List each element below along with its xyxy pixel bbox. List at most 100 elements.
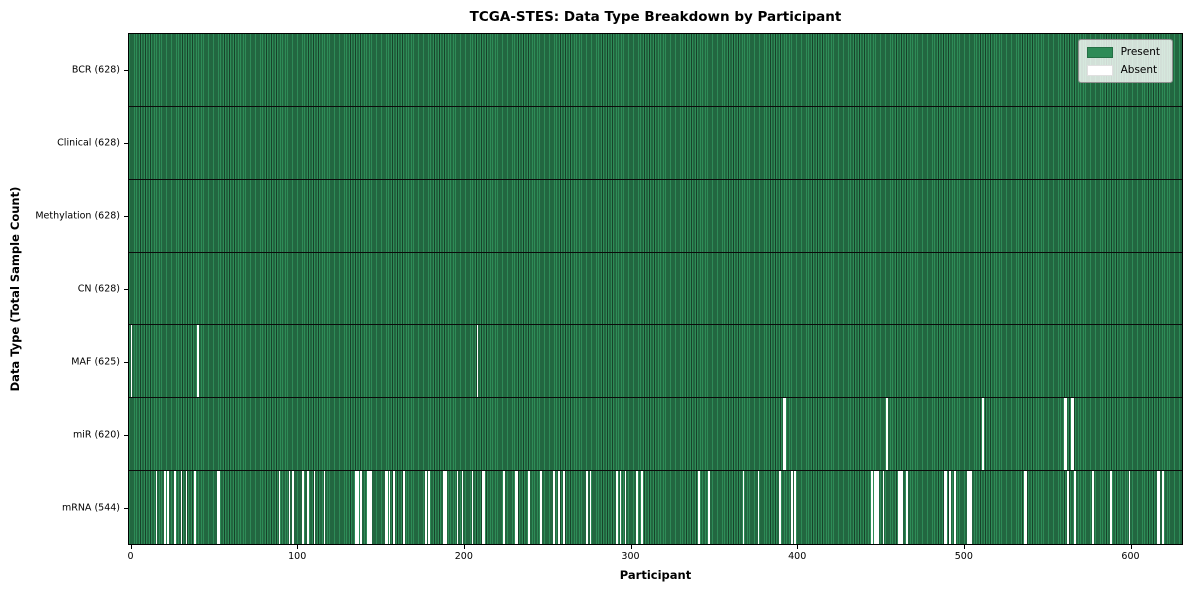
absent-stripe <box>897 471 900 544</box>
absent-stripe <box>967 471 970 544</box>
plot-area: Present Absent <box>128 33 1183 545</box>
absent-stripe <box>779 471 782 544</box>
absent-stripe <box>278 471 281 544</box>
absent-stripe <box>624 471 627 544</box>
absent-stripe <box>180 471 183 544</box>
absent-stripe <box>794 471 797 544</box>
x-tick-label: 400 <box>788 551 807 562</box>
y-tick-mark <box>124 435 128 437</box>
absent-stripe <box>641 471 644 544</box>
absent-stripe <box>167 471 169 544</box>
absent-stripe <box>461 471 464 544</box>
legend-swatch-present <box>1086 46 1113 58</box>
absent-stripe <box>944 471 946 544</box>
absent-stripe <box>217 471 219 544</box>
absent-stripe <box>586 471 589 544</box>
absent-stripe <box>292 471 294 544</box>
absent-stripe <box>356 471 359 544</box>
absent-stripe <box>528 471 530 544</box>
absent-stripe <box>877 471 880 544</box>
absent-stripe <box>882 471 885 544</box>
absent-stripe <box>445 471 447 544</box>
x-tick-mark <box>963 545 965 549</box>
legend-label-absent: Absent <box>1120 64 1158 76</box>
y-tick-label-BCR: BCR (628) <box>71 64 120 76</box>
absent-stripe <box>197 325 199 398</box>
absent-stripe <box>874 471 876 544</box>
legend: Present Absent <box>1077 39 1173 83</box>
chart-title: TCGA-STES: Data Type Breakdown by Partic… <box>469 9 842 25</box>
absent-stripe <box>503 471 505 544</box>
absent-stripe <box>130 325 133 398</box>
absent-stripe <box>1092 471 1094 544</box>
absent-stripe <box>403 471 406 544</box>
legend-item-absent: Absent <box>1086 64 1160 76</box>
absent-stripe <box>481 471 484 544</box>
x-axis-ticks: 0 100 200 300 400 500 600 <box>127 545 1183 571</box>
y-axis-ticks: BCR (628) Clinical (628) Methylation (628)… <box>0 33 128 545</box>
absent-stripe <box>1158 471 1161 544</box>
legend-label-present: Present <box>1120 46 1160 58</box>
absent-stripe <box>368 471 371 544</box>
y-tick-label-mRNA: mRNA (544) <box>61 502 120 514</box>
absent-stripe <box>386 471 389 544</box>
absent-stripe <box>1128 471 1131 544</box>
absent-stripe <box>185 471 188 544</box>
y-tick-label-CN: CN (628) <box>77 283 120 295</box>
x-axis-label: Participant <box>619 568 692 582</box>
absent-stripe <box>636 471 639 544</box>
y-tick-label-Clinical: Clinical (628) <box>57 137 120 149</box>
y-tick-mark <box>124 508 128 510</box>
absent-stripe <box>355 471 357 544</box>
absent-stripe <box>742 471 745 544</box>
x-tick-mark <box>130 545 132 549</box>
absent-stripe <box>471 471 474 544</box>
absent-stripe <box>954 471 956 544</box>
absent-stripe <box>982 398 985 471</box>
absent-stripe <box>313 471 316 544</box>
absent-stripe <box>323 471 326 544</box>
absent-stripe <box>483 471 485 544</box>
absent-stripe <box>1110 471 1113 544</box>
absent-stripe <box>553 471 555 544</box>
absent-stripe <box>563 471 565 544</box>
absent-stripe <box>589 471 592 544</box>
absent-stripe <box>619 471 622 544</box>
legend-swatch-absent <box>1086 64 1113 76</box>
x-tick-mark <box>797 545 799 549</box>
y-tick-label-MAF: MAF (625) <box>71 356 120 368</box>
x-tick-label: 100 <box>288 551 307 562</box>
y-tick-mark <box>124 215 128 217</box>
y-tick-label-miR: miR (620) <box>72 429 120 441</box>
absent-stripe <box>428 471 431 544</box>
x-tick-mark <box>463 545 465 549</box>
absent-stripe <box>558 471 560 544</box>
absent-stripe <box>425 471 427 544</box>
absent-stripe <box>539 471 542 544</box>
y-tick-mark <box>124 142 128 144</box>
absent-stripe <box>302 471 304 544</box>
row-mRNA <box>129 471 1182 544</box>
row-MAF <box>129 325 1182 399</box>
row-miR <box>129 398 1182 472</box>
absent-stripe <box>969 471 971 544</box>
absent-stripe <box>443 471 446 544</box>
absent-stripe <box>616 471 619 544</box>
absent-stripe <box>163 471 166 544</box>
absent-stripe <box>905 471 908 544</box>
absent-stripe <box>173 471 176 544</box>
absent-stripe <box>1023 471 1026 544</box>
absent-stripe <box>514 471 517 544</box>
absent-stripe <box>970 471 973 544</box>
y-tick-mark <box>124 289 128 290</box>
absent-stripe <box>385 471 387 544</box>
x-tick-label: 300 <box>621 551 640 562</box>
absent-stripe <box>1157 471 1159 544</box>
absent-stripe <box>456 471 459 544</box>
absent-stripe <box>1072 398 1074 471</box>
absent-stripe <box>388 471 391 544</box>
y-tick-mark <box>124 362 128 364</box>
absent-stripe <box>155 471 158 544</box>
absent-stripe <box>900 471 903 544</box>
x-tick-mark <box>1130 545 1132 549</box>
